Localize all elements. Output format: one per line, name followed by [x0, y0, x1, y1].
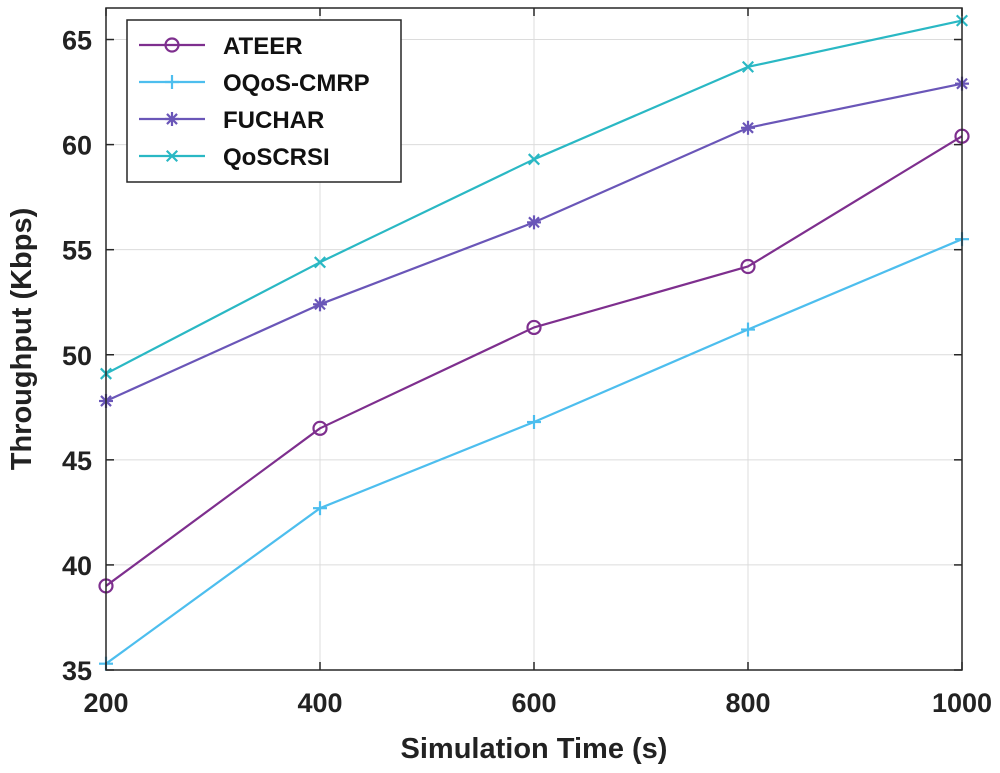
data-point — [313, 256, 327, 269]
legend-label: ATEER — [223, 33, 303, 60]
y-tick-label: 45 — [62, 446, 92, 476]
y-axis-title: Throughput (Kbps) — [6, 208, 38, 471]
data-point — [526, 319, 542, 336]
data-point — [740, 258, 756, 275]
x-tick-label: 800 — [725, 688, 770, 718]
legend-label: OQoS-CMRP — [223, 70, 370, 97]
x-tick-label: 1000 — [932, 688, 992, 718]
y-tick-label: 60 — [62, 131, 92, 161]
data-point — [527, 415, 541, 430]
data-point — [527, 153, 541, 166]
legend-marker — [165, 75, 179, 89]
legend: ATEER OQoS-CMRP FUCHAR QoSCRSI — [126, 19, 402, 183]
y-tick-label: 40 — [62, 551, 92, 581]
y-tick-label: 65 — [62, 26, 92, 56]
axes — [105, 7, 963, 671]
series-layer — [98, 14, 970, 671]
y-tick-label: 35 — [62, 656, 92, 686]
legend-marker — [165, 112, 179, 126]
y-tick-label: 50 — [62, 341, 92, 371]
data-point — [313, 297, 327, 312]
x-tick-label: 200 — [83, 688, 128, 718]
legend-label: QoSCRSI — [223, 144, 330, 171]
legend-entry: ATEER — [139, 33, 303, 60]
legend-label: FUCHAR — [223, 107, 324, 134]
data-point — [312, 420, 328, 436]
legend-entry: QoSCRSI — [139, 144, 330, 171]
x-tick-label: 400 — [297, 688, 342, 718]
series-line — [105, 135, 963, 587]
data-point — [741, 60, 755, 73]
data-point — [741, 120, 755, 135]
tick-labels: 200 400 600 800 1000 35 40 45 50 55 60 65 — [62, 26, 992, 718]
data-point — [741, 322, 755, 337]
legend-entry: FUCHAR — [139, 107, 324, 134]
series-fuchar — [99, 76, 969, 408]
legend-marker — [164, 37, 180, 53]
legend-entry: OQoS-CMRP — [139, 70, 370, 97]
y-tick-label: 55 — [62, 236, 92, 266]
x-tick-label: 600 — [511, 688, 556, 718]
data-point — [313, 501, 327, 516]
data-point — [527, 215, 541, 230]
x-axis-title: Simulation Time (s) — [401, 733, 668, 765]
legend-marker — [165, 149, 179, 163]
